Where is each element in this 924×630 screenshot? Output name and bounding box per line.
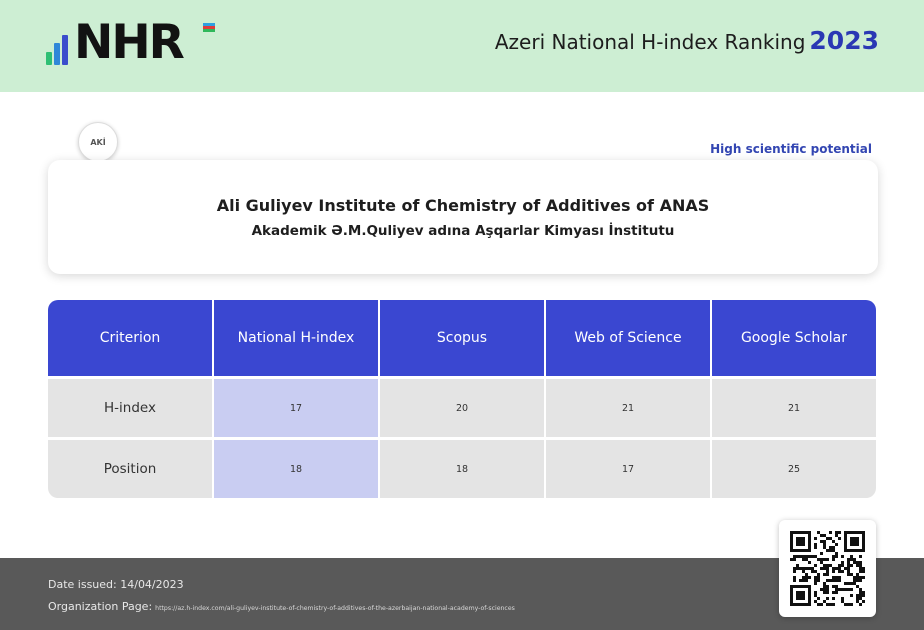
cell-national-position: 18 xyxy=(212,440,378,498)
org-page-link[interactable]: https://az.h-index.com/ali-guliyev-insti… xyxy=(155,605,515,612)
cell-google-position: 25 xyxy=(710,440,876,498)
cell-national-h-index: 17 xyxy=(212,379,378,437)
organization-page: Organization Page: https://az.h-index.com… xyxy=(48,600,515,613)
date-label: Date issued: xyxy=(48,578,117,591)
institution-name-en: Ali Guliyev Institute of Chemistry of Ad… xyxy=(216,196,710,215)
footer-band: Date issued: 14/04/2023 Organization Pag… xyxy=(0,558,924,630)
header-national-h-index: National H-index xyxy=(212,300,378,376)
cell-google-h-index: 21 xyxy=(710,379,876,437)
table-row: Position 18 18 17 25 xyxy=(48,440,876,498)
table-header-row: Criterion National H-index Scopus Web of… xyxy=(48,300,876,376)
bar-chart-icon xyxy=(46,20,74,66)
badge-text: AKİ xyxy=(90,137,106,147)
header-criterion: Criterion xyxy=(99,330,161,346)
header-scopus: Scopus xyxy=(378,300,544,376)
table-row: H-index 17 20 21 21 xyxy=(48,379,876,437)
org-label: Organization Page: xyxy=(48,600,153,613)
header-google-scholar: Google Scholar xyxy=(710,300,876,376)
cell-wos-position: 17 xyxy=(544,440,710,498)
institute-logo-badge: AKİ xyxy=(78,122,118,162)
qr-code-icon[interactable] xyxy=(779,520,876,617)
date-value: 14/04/2023 xyxy=(120,578,184,591)
cell-scopus-h-index: 20 xyxy=(378,379,544,437)
azerbaijan-flag-icon xyxy=(203,23,215,32)
logo-text: NHR xyxy=(74,15,185,70)
page-title: Azeri National H-index Ranking 2023 xyxy=(495,26,879,55)
institution-card: Ali Guliyev Institute of Chemistry of Ad… xyxy=(48,160,878,274)
date-issued: Date issued: 14/04/2023 xyxy=(48,578,184,591)
header-web-of-science: Web of Science xyxy=(544,300,710,376)
header-band: NHR Azeri National H-index Ranking 2023 xyxy=(0,0,924,92)
row-label-position: Position xyxy=(48,440,212,498)
row-label-h-index: H-index xyxy=(48,379,212,437)
status-label: High scientific potential xyxy=(710,142,872,156)
cell-wos-h-index: 21 xyxy=(544,379,710,437)
institution-name-az: Akademik Ə.M.Quliyev adına Aşqarlar Kimy… xyxy=(251,223,675,239)
title-text: Azeri National H-index Ranking xyxy=(494,30,806,54)
cell-scopus-position: 18 xyxy=(378,440,544,498)
ranking-table: Criterion National H-index Scopus Web of… xyxy=(48,300,876,498)
title-year: 2023 xyxy=(809,26,879,55)
nhr-logo: NHR xyxy=(46,15,185,70)
